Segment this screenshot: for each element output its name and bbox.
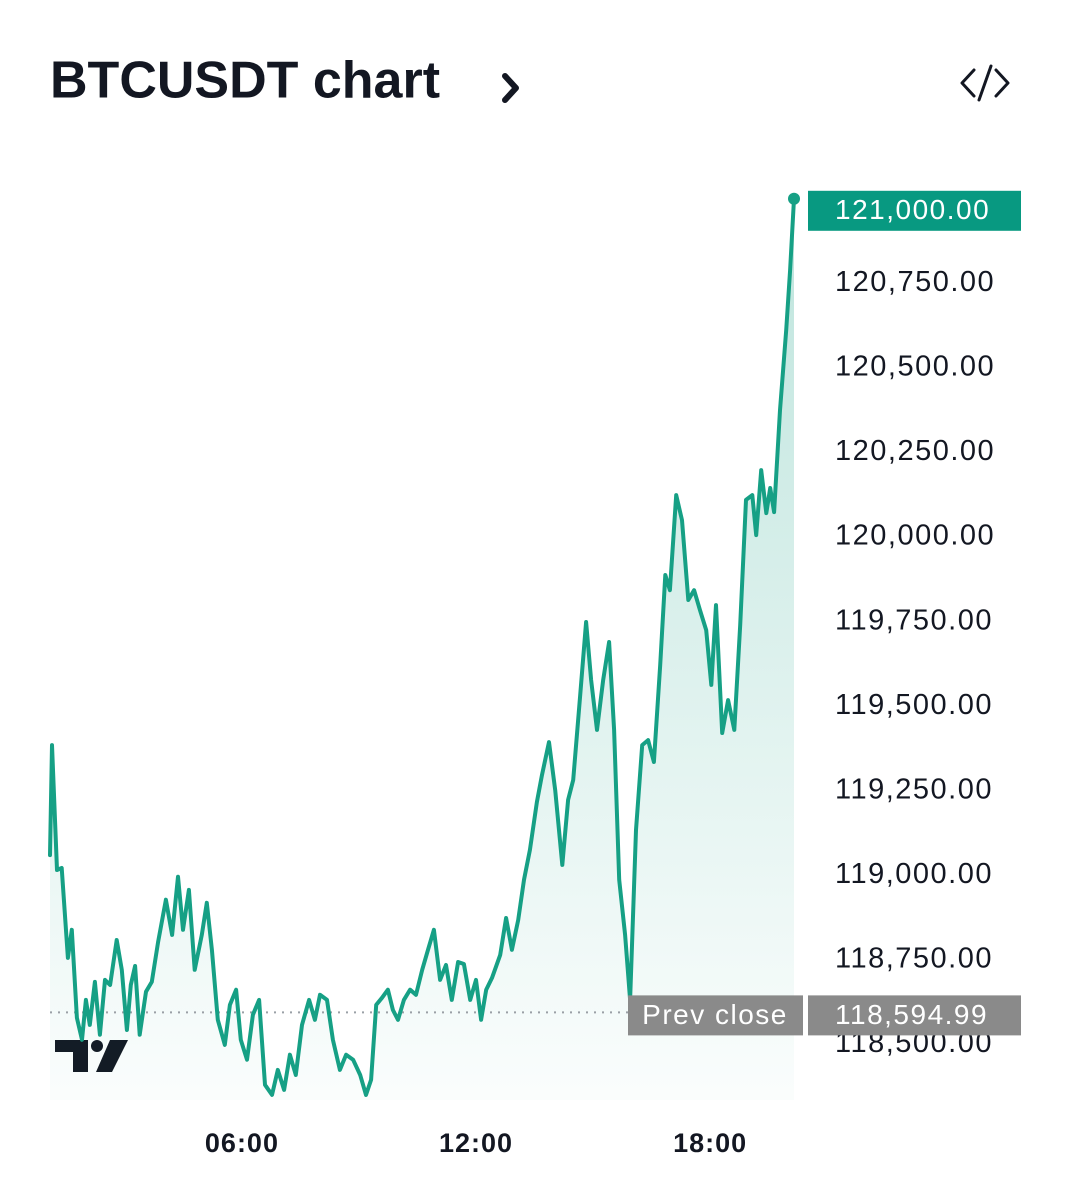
last-point <box>788 192 800 205</box>
prev-close-tag <box>808 995 1021 1036</box>
title-chevron[interactable] <box>502 73 519 103</box>
x-tick-label: 12:00 <box>439 1128 513 1158</box>
y-tick-label: 120,500.00 <box>835 351 995 383</box>
prev-close-label: 118,594.99 <box>835 999 988 1030</box>
y-tick-label: 119,500.00 <box>835 689 993 721</box>
embed-icon[interactable] <box>960 64 1010 102</box>
y-tick-label: 119,000.00 <box>835 858 993 890</box>
prev-close-name: Prev close <box>642 999 788 1030</box>
y-tick-label: 119,250.00 <box>835 773 993 805</box>
y-tick-label: 119,750.00 <box>835 604 993 636</box>
prev-close-name-tag <box>628 995 803 1036</box>
x-tick-label: 18:00 <box>673 1128 747 1158</box>
y-tick-label: 120,750.00 <box>835 266 995 298</box>
chart-title[interactable]: BTCUSDT chart <box>50 52 440 110</box>
y-tick-label: 120,250.00 <box>835 435 995 467</box>
x-tick-label: 06:00 <box>205 1128 279 1158</box>
price-line <box>48 196 796 1097</box>
last-price-label: 121,000.00 <box>835 194 990 225</box>
area-fill <box>50 198 794 1101</box>
y-tick-label: 120,000.00 <box>835 520 995 552</box>
last-price-tag <box>808 190 1021 231</box>
y-tick-label: 118,750.00 <box>835 943 993 975</box>
